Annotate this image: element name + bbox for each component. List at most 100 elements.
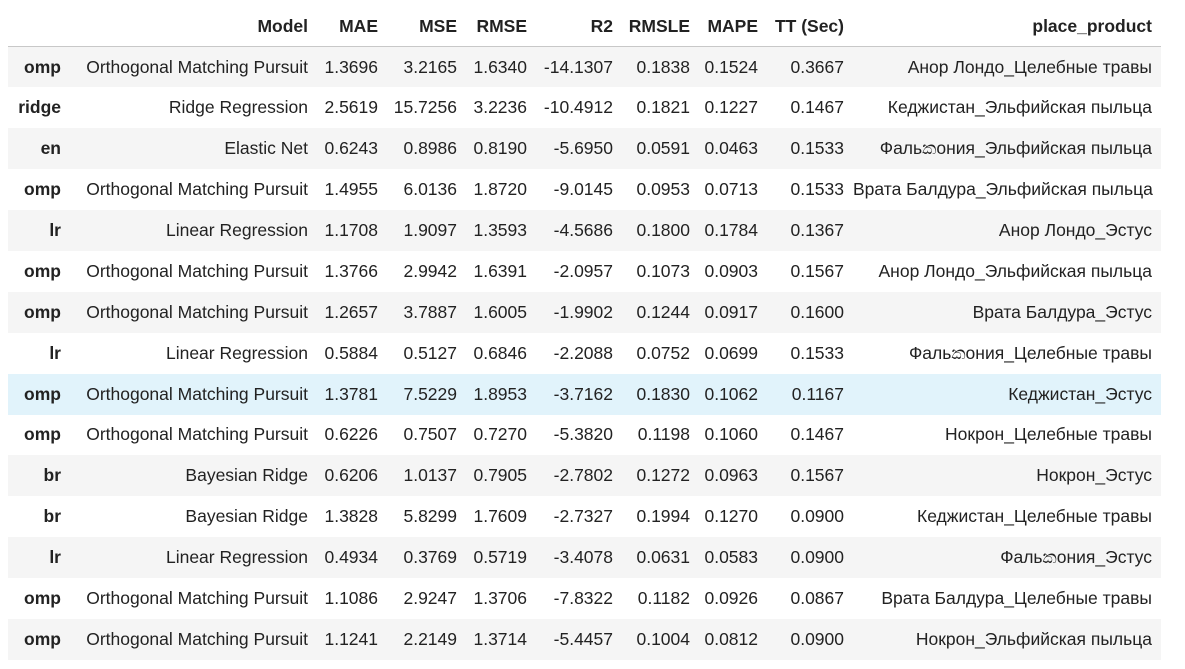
table-row: omp Orthogonal Matching Pursuit 1.3696 3.21…: [8, 46, 1161, 88]
table-row: br Bayesian Ridge 1.3828 5.8299 1.7609 -2.732…: [8, 496, 1161, 538]
rmse-cell: 1.6391: [473, 260, 527, 281]
tt-cell: 0.1533: [790, 138, 844, 159]
mape-header: MAPE: [699, 6, 767, 47]
model-cell: Orthogonal Matching Pursuit: [86, 588, 308, 609]
rmse-cell: 3.2236: [473, 97, 527, 118]
mae-cell: 0.6226: [324, 424, 378, 445]
model-cell: Orthogonal Matching Pursuit: [86, 628, 308, 649]
r2-cell: -5.6950: [553, 138, 613, 159]
rmsle-cell: 0.0752: [636, 342, 690, 363]
rmse-cell: 1.3706: [473, 588, 527, 609]
place-product-cell: Фальකония_Целебные травы: [908, 342, 1152, 363]
rmsle-cell: 0.0591: [636, 138, 690, 159]
r2-cell: -5.4457: [553, 628, 613, 649]
rmse-cell: 0.7270: [473, 424, 527, 445]
row-index-cell: omp: [24, 301, 61, 322]
table-row: omp Orthogonal Matching Pursuit 1.3766 2.99…: [8, 250, 1161, 292]
mae-cell: 1.2657: [324, 301, 378, 322]
row-index-cell: omp: [24, 179, 61, 200]
model-cell: Orthogonal Matching Pursuit: [86, 179, 308, 200]
r2-cell: -4.5686: [553, 220, 613, 240]
row-index-cell: omp: [24, 424, 61, 445]
r2-cell: -14.1307: [543, 56, 613, 77]
rmsle-cell: 0.1073: [636, 260, 690, 281]
r2-cell: -7.8322: [553, 588, 613, 609]
place-product-cell: Врата Балдура_Целебные травы: [881, 588, 1152, 609]
mape-cell: 0.1524: [704, 56, 758, 77]
rmsle-cell: 0.1198: [637, 424, 690, 445]
rmsle-cell: 0.1994: [636, 506, 690, 527]
rmse-cell: 0.5719: [473, 547, 527, 568]
table-body: omp Orthogonal Matching Pursuit 1.3696 3.21…: [8, 46, 1161, 660]
table-row: br Bayesian Ridge 0.6206 1.0137 0.7905 -2.780…: [8, 455, 1161, 497]
tt-cell: 0.1467: [790, 97, 844, 118]
r2-cell: -2.7802: [553, 465, 613, 486]
rmse-cell: 1.6005: [473, 301, 527, 322]
place-product-cell: Кеджистан_Эстус: [1008, 383, 1152, 404]
mse-cell: 0.7507: [403, 424, 457, 445]
table-row: omp Orthogonal Matching Pursuit 1.1086 2.92…: [8, 578, 1161, 619]
mse-cell: 3.7887: [403, 301, 457, 322]
tt-cell: 0.0900: [790, 547, 844, 568]
r2-cell: -3.7162: [553, 383, 613, 404]
table-row: omp Orthogonal Matching Pursuit 1.3781 7.52…: [8, 373, 1161, 415]
mae-cell: 1.3696: [324, 56, 378, 77]
index-header: [8, 6, 70, 47]
place-product-cell: Кеджистан_Целебные травы: [917, 506, 1152, 527]
model-cell: Bayesian Ridge: [185, 465, 308, 486]
place-product-cell: Анор Лондо_Целебные травы: [907, 56, 1152, 77]
header-row: Model MAE MSE RMSE R2 RMSLE MAPE TT (Sec…: [8, 6, 1161, 47]
mse-cell: 0.3769: [403, 547, 457, 568]
row-index-cell: lr: [49, 547, 61, 568]
mae-cell: 0.6243: [324, 138, 378, 159]
mape-cell: 0.0926: [704, 588, 758, 609]
mse-cell: 3.2165: [403, 56, 457, 77]
r2-header: R2: [536, 6, 622, 47]
row-index-cell: omp: [24, 588, 61, 609]
mae-cell: 1.3766: [324, 260, 378, 281]
mae-cell: 0.6206: [324, 465, 378, 486]
r2-cell: -10.4912: [543, 97, 613, 118]
rmse-cell: 1.6340: [473, 56, 527, 77]
rmsle-cell: 0.1182: [637, 588, 690, 609]
place-product-cell: Анор Лондо_Эстус: [998, 220, 1152, 240]
results-table: Model MAE MSE RMSE R2 RMSLE MAPE TT (Sec…: [8, 6, 1161, 660]
table-row: en Elastic Net 0.6243 0.8986 0.8190 -5.6950 0.…: [8, 128, 1161, 170]
model-header: Model: [70, 6, 317, 47]
r2-cell: -2.0957: [553, 260, 613, 281]
r2-cell: -2.7327: [553, 506, 613, 527]
rmsle-cell: 0.1004: [636, 628, 690, 649]
tt-cell: 0.1600: [790, 301, 844, 322]
mae-cell: 2.5619: [324, 97, 378, 118]
row-index-cell: br: [43, 506, 62, 527]
r2-cell: -1.9902: [553, 301, 613, 322]
rmsle-cell: 0.1800: [636, 220, 690, 240]
mape-cell: 0.1270: [704, 506, 758, 527]
mape-cell: 0.0812: [704, 628, 758, 649]
place-product-cell: Фальකония_Эстус: [1000, 547, 1152, 568]
mse-cell: 1.0137: [403, 465, 457, 486]
place-product-cell: Врата Балдура_Эльфийская пыльца: [853, 179, 1153, 200]
mse-cell: 2.2149: [403, 628, 457, 649]
rmsle-header: RMSLE: [622, 6, 699, 47]
rmse-cell: 0.8190: [473, 138, 527, 159]
r2-cell: -3.4078: [553, 547, 613, 568]
tt-cell: 0.1567: [790, 260, 844, 281]
mse-cell: 1.9097: [403, 220, 457, 240]
tt-cell: 0.0900: [790, 628, 844, 649]
tt-cell: 0.1533: [790, 342, 844, 363]
row-index-cell: omp: [24, 260, 61, 281]
rmse-cell: 1.8953: [473, 383, 527, 404]
model-cell: Orthogonal Matching Pursuit: [86, 383, 308, 404]
table-row: omp Orthogonal Matching Pursuit 1.4955 6.01…: [8, 169, 1161, 211]
rmsle-cell: 0.1830: [636, 383, 690, 404]
rmse-cell: 1.8720: [473, 179, 527, 200]
mape-cell: 0.0463: [704, 138, 758, 159]
mse-cell: 0.5127: [403, 342, 457, 363]
table-row: omp Orthogonal Matching Pursuit 1.2657 3.78…: [8, 291, 1161, 333]
rmse-cell: 0.7905: [473, 465, 527, 486]
model-cell: Orthogonal Matching Pursuit: [86, 260, 308, 281]
mae-cell: 1.1241: [324, 628, 378, 649]
place-product-cell: Нокрон_Целебные травы: [945, 424, 1152, 445]
mape-cell: 0.0713: [704, 179, 758, 200]
